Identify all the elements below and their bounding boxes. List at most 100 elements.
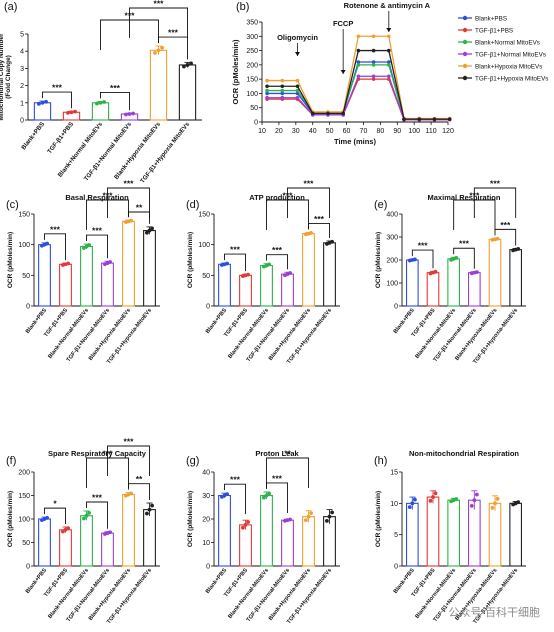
y-tick-label: 200 — [386, 258, 398, 265]
y-axis-label: OCR (pMoles/min) — [375, 491, 382, 547]
x-tick-label: TGF-β1+Normal-MitoEVs — [66, 308, 111, 364]
y-tick-label: 100 — [18, 517, 30, 524]
y-tick-label: 50 — [202, 273, 210, 280]
significance-label: *** — [304, 179, 315, 189]
bar — [80, 245, 93, 307]
data-point — [490, 505, 495, 510]
data-point — [185, 63, 190, 67]
y-tick-label: 250 — [246, 48, 258, 55]
significance-bracket — [266, 254, 288, 270]
y-axis-label: Mitochondrial Copy Number(Fold Change) — [0, 33, 12, 121]
data-point — [145, 230, 149, 235]
series-line — [267, 75, 450, 121]
chart-title: Non-mitochondrial Respiration — [409, 449, 519, 458]
significance-label: *** — [110, 83, 121, 93]
data-point — [87, 510, 91, 515]
data-point — [262, 495, 266, 500]
y-axis-label-line: Mitochondrial Copy Number — [0, 33, 5, 121]
data-point — [330, 510, 334, 515]
panel-tag: (c) — [6, 199, 19, 211]
series-point — [402, 117, 406, 121]
x-tick-label: TGF-β1+Hypoxia-MitoEVs — [286, 308, 333, 366]
x-tick-label: TGF-β1+Normal-MitoEVs — [246, 308, 291, 364]
series-line — [267, 64, 450, 120]
y-tick-label: 3 — [20, 66, 24, 73]
legend-label: Blank+PBS — [475, 16, 507, 23]
panel-tag: (h) — [374, 455, 387, 467]
series-point — [280, 84, 285, 89]
data-point — [44, 99, 48, 104]
data-point — [454, 255, 459, 260]
series-point — [265, 88, 269, 93]
y-tick-label: 100 — [246, 91, 258, 98]
series-point — [387, 74, 391, 79]
series-point — [265, 95, 269, 100]
legend-swatch-dot — [462, 63, 468, 69]
chart-title: Proton Leak — [255, 449, 299, 458]
data-point — [153, 51, 157, 55]
series-point — [387, 34, 391, 39]
data-point — [150, 226, 154, 231]
y-tick-label: 0 — [394, 304, 398, 311]
series-point — [447, 117, 452, 121]
legend: Blank+PBS TGF-β1+PBS Blank+Normal MitoEVs T… — [458, 16, 548, 83]
data-point — [182, 64, 186, 69]
data-point — [330, 239, 334, 244]
significance-bracket — [411, 249, 434, 269]
data-point — [37, 101, 41, 106]
series-point — [371, 60, 376, 64]
bar — [218, 263, 231, 307]
y-tick-label: 0 — [254, 120, 258, 127]
data-point — [160, 45, 164, 50]
data-point — [124, 112, 128, 117]
y-axis-label: OCR (pMoles/min) — [7, 491, 14, 547]
y-tick-label: 150 — [198, 212, 210, 219]
panel-tag: (f) — [6, 455, 16, 467]
y-axis-label: OCR (pMoles/min) — [187, 491, 194, 547]
series-point — [295, 88, 300, 93]
bar — [91, 102, 110, 121]
data-point — [87, 243, 91, 247]
y-axis-label: OCR (pMoles/min) — [375, 232, 382, 288]
x-tick-label: Blank+PBS — [25, 307, 48, 335]
panel-tag: (e) — [374, 199, 387, 211]
data-point — [66, 110, 70, 115]
y-tick-label: 4 — [20, 49, 24, 56]
y-tick-label: 0 — [394, 564, 398, 571]
chart-panel-e: (e) Maximal Respiration 0 100 200 300 400 OCR (… — [374, 179, 526, 365]
series-point — [280, 78, 285, 83]
bar — [59, 529, 72, 567]
data-point — [225, 261, 229, 266]
significance-bracket — [44, 233, 66, 261]
bar — [467, 272, 481, 307]
bar — [143, 509, 156, 567]
y-tick-label: 150 — [246, 77, 258, 84]
significance-label: *** — [124, 179, 135, 189]
x-tick-label: 110 — [426, 128, 437, 135]
significance-label: *** — [124, 437, 135, 447]
watermark-text: 公众号·百科干细胞 — [448, 606, 541, 619]
bar — [281, 273, 294, 307]
x-tick-label: Blank+Normal-MitoEVs — [227, 308, 270, 360]
significance-label: ** — [136, 474, 143, 484]
x-tick-label: TGF-β1+Hypoxia-MitoEVs — [106, 308, 153, 366]
y-tick-label: 1 — [20, 100, 24, 107]
chart-title: Maximal Respiration — [428, 193, 501, 202]
chart-panel-c: (c) Basal Respiration 0 50 100 150 OCR (pMoles… — [6, 179, 160, 366]
x-tick-label: TGF-β1+Hypoxia-MitoEVs — [106, 568, 153, 626]
y-tick-label: 50 — [22, 273, 30, 280]
injection-label: Rotenone & antimycin A — [344, 1, 431, 10]
data-point — [73, 109, 77, 114]
injection-arrowhead — [340, 70, 346, 74]
data-point — [246, 520, 250, 524]
x-tick-label: Blank+Hypoxia-MitoEVs — [268, 308, 312, 362]
bar — [260, 494, 273, 567]
data-point — [98, 100, 103, 105]
bar — [239, 524, 252, 567]
chart-title: Spare Respiratory Capacity — [48, 449, 147, 458]
x-tick-label: Blank+Hypoxia-MitoEVs — [88, 568, 132, 622]
bar — [239, 274, 252, 307]
series-point — [371, 34, 376, 39]
legend-label: Blank+Normal MitoEVs — [475, 40, 540, 47]
bar — [488, 502, 502, 567]
